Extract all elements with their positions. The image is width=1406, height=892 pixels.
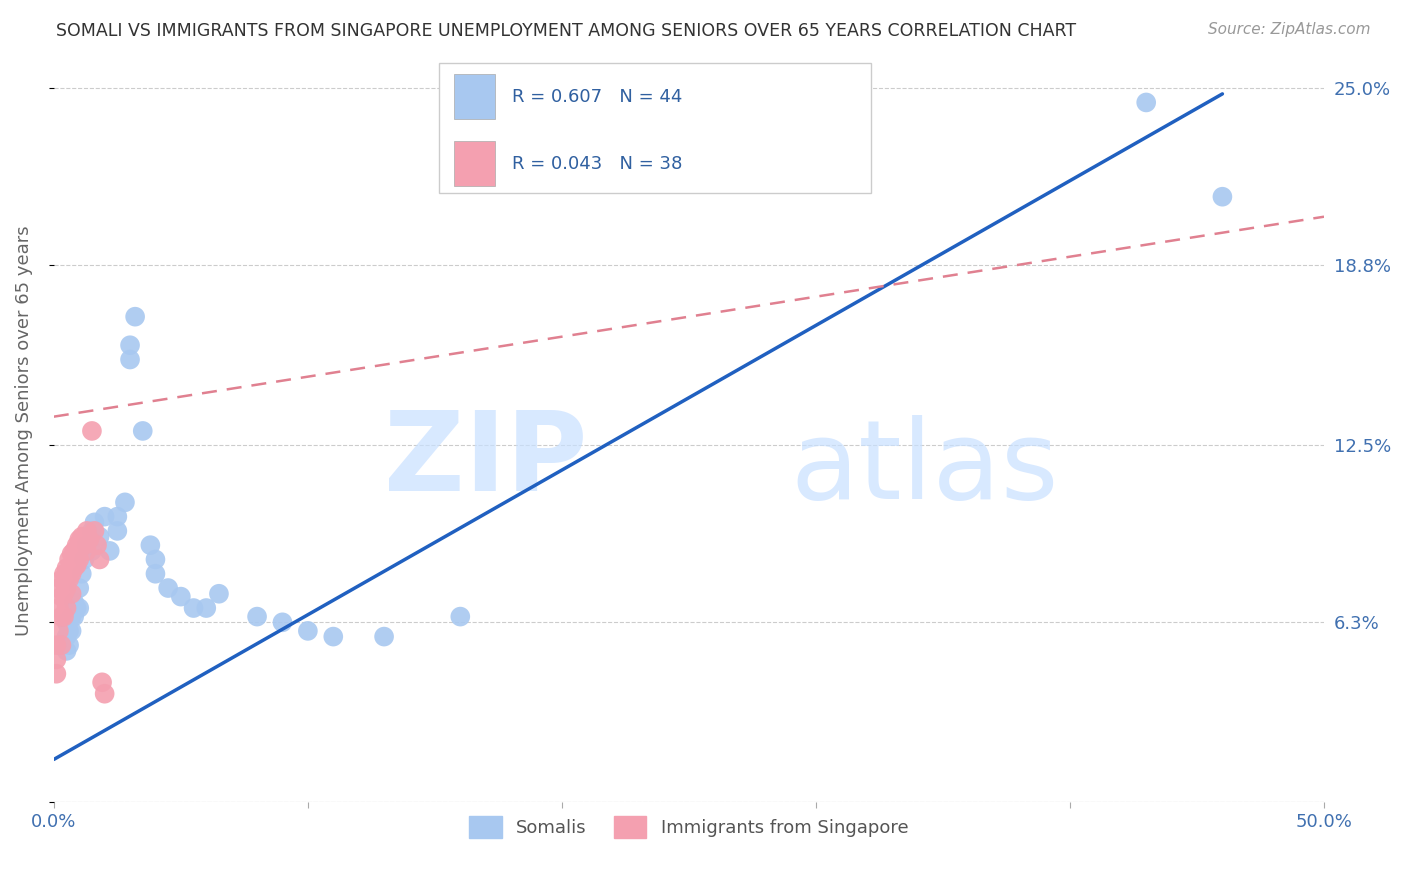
Point [45,638,67,652]
Point [89,552,111,566]
Point [208,587,231,601]
Point [105,509,128,524]
FancyBboxPatch shape [454,74,495,119]
Point [55,601,77,615]
Point [73,552,96,566]
Point [195,601,218,615]
Point [45,652,67,666]
Point [48,581,70,595]
Point [48,624,70,638]
Text: R = 0.607   N = 44: R = 0.607 N = 44 [512,87,683,106]
Point [91,675,114,690]
Point [66,538,89,552]
Point [53,566,76,581]
Point [157,581,180,595]
Point [67,581,90,595]
Y-axis label: Unemployment Among Seniors over 65 years: Unemployment Among Seniors over 65 years [15,226,32,636]
Point [58,624,80,638]
Point [139,538,162,552]
Point [60,587,83,601]
Point [132,424,155,438]
Point [66,601,89,615]
Point [1135,95,1157,110]
Point [118,352,141,367]
Point [76,524,98,538]
FancyBboxPatch shape [439,63,870,194]
Point [60,566,83,581]
Point [51,609,73,624]
Point [55,581,77,595]
Point [66,558,89,573]
Point [55,561,77,575]
Point [145,566,167,581]
Point [93,509,115,524]
Point [114,495,136,509]
Point [55,615,77,630]
Point [58,573,80,587]
Point [45,666,67,681]
Point [1211,190,1233,204]
Point [124,310,146,324]
Point [53,587,76,601]
Point [86,538,108,552]
Point [58,638,80,652]
Point [67,533,90,547]
Point [246,609,269,624]
Point [63,595,86,609]
Point [70,566,93,581]
Point [51,638,73,652]
Point [83,516,105,530]
Point [51,573,73,587]
Point [58,552,80,566]
Point [271,615,294,630]
Point [67,552,90,566]
Point [322,630,344,644]
Point [79,533,101,547]
Point [83,524,105,538]
Point [80,524,103,538]
Point [183,601,205,615]
Point [63,544,86,558]
Point [170,590,193,604]
Point [60,609,83,624]
Point [51,590,73,604]
Point [373,630,395,644]
Point [449,609,471,624]
Point [70,530,93,544]
Point [98,544,121,558]
Text: atlas: atlas [790,415,1059,522]
Text: ZIP: ZIP [384,407,588,514]
Point [93,687,115,701]
Point [63,609,86,624]
Point [80,424,103,438]
Point [76,544,98,558]
FancyBboxPatch shape [454,141,495,186]
Legend: Somalis, Immigrants from Singapore: Somalis, Immigrants from Singapore [463,809,915,846]
Point [105,524,128,538]
Point [297,624,319,638]
Point [118,338,141,352]
Point [53,609,76,624]
Point [48,601,70,615]
Text: SOMALI VS IMMIGRANTS FROM SINGAPORE UNEMPLOYMENT AMONG SENIORS OVER 65 YEARS COR: SOMALI VS IMMIGRANTS FROM SINGAPORE UNEM… [56,22,1077,40]
Point [55,630,77,644]
Point [76,538,98,552]
Text: Source: ZipAtlas.com: Source: ZipAtlas.com [1208,22,1371,37]
Point [67,601,90,615]
Point [60,547,83,561]
Point [145,552,167,566]
Point [63,561,86,575]
Point [89,530,111,544]
Point [55,644,77,658]
Point [60,624,83,638]
Text: R = 0.043   N = 38: R = 0.043 N = 38 [512,154,683,172]
Point [73,538,96,552]
Point [80,544,103,558]
